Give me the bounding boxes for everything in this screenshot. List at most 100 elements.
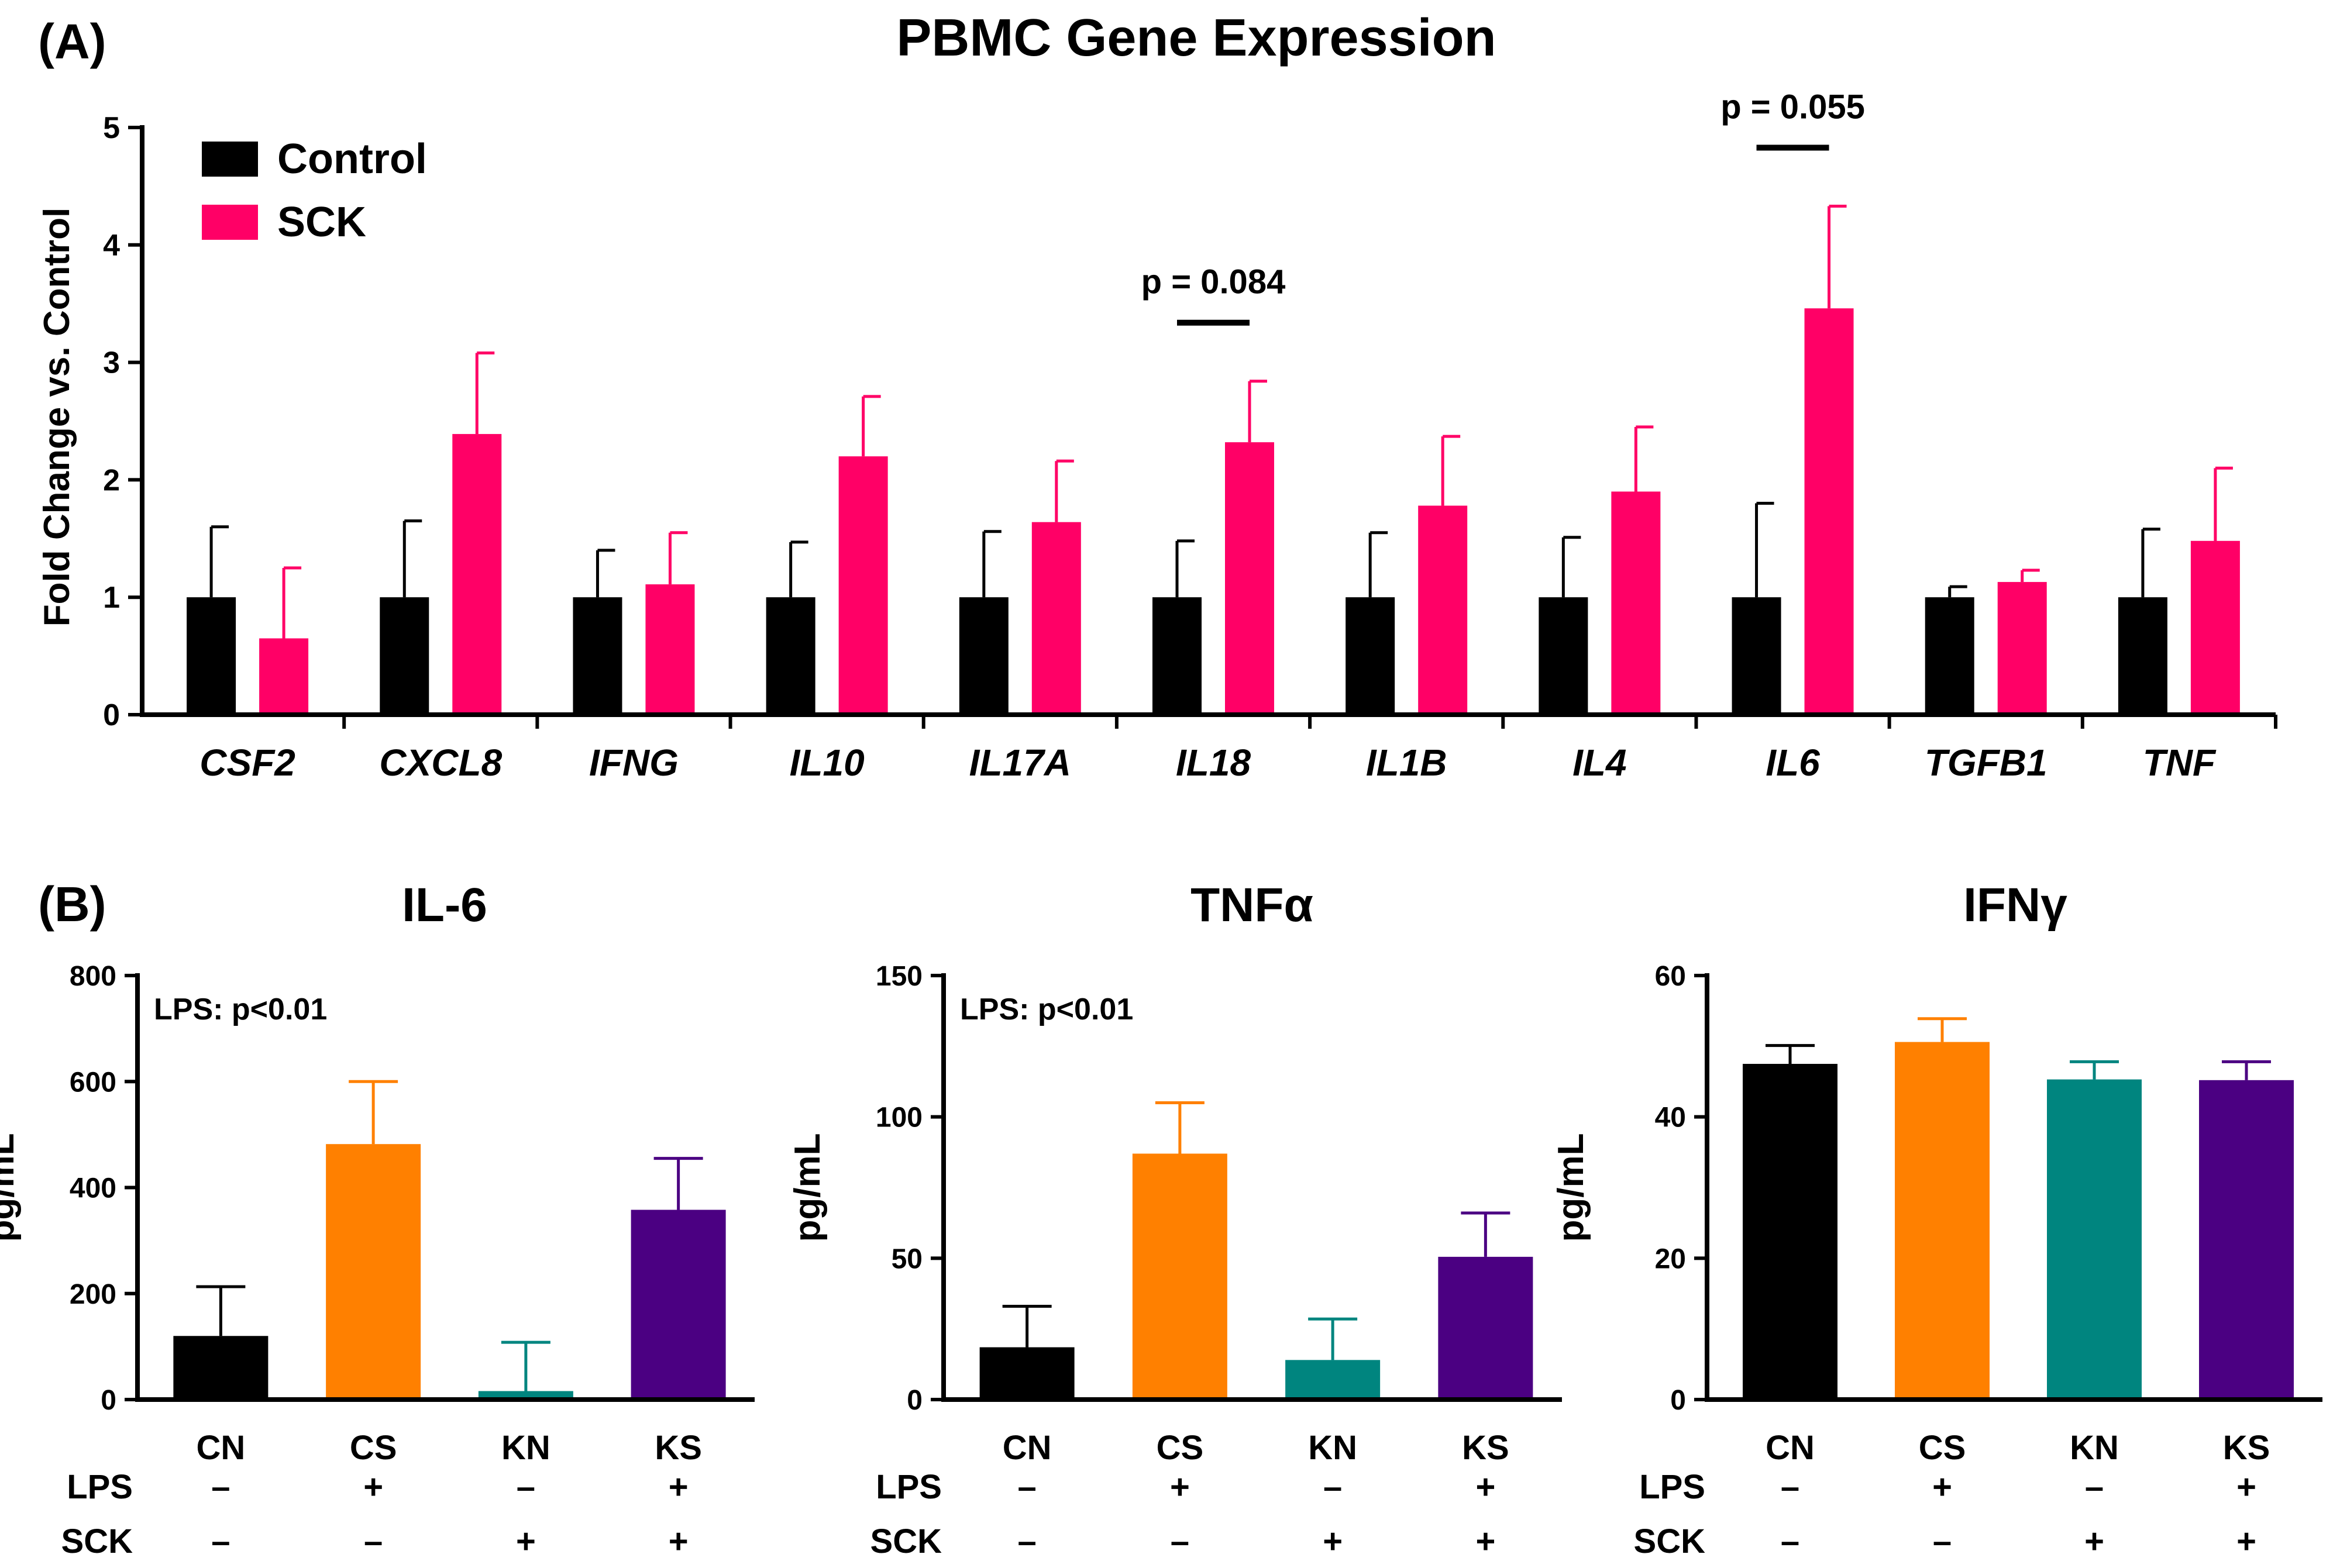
gene-label-il6: IL6	[1766, 742, 1820, 784]
legend-label-sck: SCK	[277, 199, 366, 246]
legend-label-control: Control	[277, 136, 427, 182]
sck-sign-cs: –	[1171, 1522, 1189, 1560]
bar-kn	[2047, 1079, 2142, 1400]
bar-ks	[631, 1209, 726, 1400]
sck-sign-ks: +	[669, 1522, 689, 1560]
bar-control-il10	[766, 597, 815, 715]
row-label-sck: SCK	[61, 1522, 133, 1560]
row-label-sck: SCK	[870, 1522, 942, 1560]
bar-ks	[2199, 1080, 2294, 1400]
category-label-cs: CS	[1157, 1429, 1204, 1467]
gene-label-il10: IL10	[790, 742, 865, 784]
sck-sign-ks: +	[1475, 1522, 1495, 1560]
lps-sign-cn: –	[1017, 1468, 1036, 1506]
row-label-sck: SCK	[1634, 1522, 1706, 1560]
y-tick-label: 100	[876, 1102, 923, 1133]
category-label-ks: KS	[655, 1429, 702, 1467]
lps-sign-kn: –	[2085, 1468, 2104, 1506]
gene-label-il18: IL18	[1176, 742, 1251, 784]
y-tick-label: 60	[1655, 961, 1686, 992]
bar-cn	[1743, 1064, 1837, 1400]
lps-sign-kn: –	[517, 1468, 535, 1506]
gene-label-ifng: IFNG	[589, 742, 679, 784]
gene-label-il4: IL4	[1572, 742, 1626, 784]
sck-sign-kn: +	[1323, 1522, 1343, 1560]
chart-a-y-label: Fold Change vs. Control	[37, 208, 77, 626]
bar-sck-ifng	[645, 584, 695, 715]
sck-sign-kn: +	[516, 1522, 536, 1560]
category-label-cs: CS	[350, 1429, 397, 1467]
bar-cs	[1132, 1153, 1227, 1400]
gene-label-tgfb1: TGFB1	[1925, 742, 2047, 784]
lps-sign-cn: –	[1781, 1468, 1799, 1506]
y-tick-label: 600	[70, 1067, 116, 1098]
tnf--y-label: pg/mL	[787, 1133, 828, 1242]
gene-expression-chart: PBMC Gene Expression Fold Change vs. Con…	[37, 9, 2277, 784]
category-label-ks: KS	[1462, 1429, 1509, 1467]
lps-sign-ks: +	[2236, 1468, 2256, 1506]
category-label-cn: CN	[1003, 1429, 1052, 1467]
bar-control-il18	[1152, 597, 1202, 715]
bar-control-tgfb1	[1925, 597, 1974, 715]
y-tick-label: 40	[1655, 1102, 1686, 1133]
chart-a-y-tick-label: 2	[103, 463, 120, 497]
sck-sign-cs: –	[1933, 1522, 1952, 1560]
il-6-y-label: pg/mL	[0, 1133, 22, 1242]
sck-sign-cs: –	[364, 1522, 383, 1560]
bar-kn	[1285, 1360, 1381, 1400]
significance-note: LPS: p<0.01	[154, 993, 327, 1026]
chart-a-y-tick-label: 1	[103, 581, 120, 615]
gene-label-il1b: IL1B	[1366, 742, 1447, 784]
bar-sck-il10	[838, 456, 888, 715]
category-label-cs: CS	[1919, 1429, 1966, 1467]
sck-sign-cn: –	[211, 1522, 230, 1560]
bar-sck-cxcl8	[452, 434, 502, 715]
y-tick-label: 20	[1655, 1243, 1686, 1274]
lps-sign-cs: +	[1932, 1468, 1952, 1506]
bar-sck-tgfb1	[1997, 582, 2047, 715]
y-tick-label: 0	[907, 1385, 923, 1416]
chart-a-y-tick-label: 0	[103, 698, 120, 732]
panel-label-a: (A)	[38, 14, 106, 69]
ifn--title: IFNγ	[1963, 878, 2067, 932]
bar-control-il17a	[959, 597, 1009, 715]
y-tick-label: 800	[70, 961, 116, 992]
bar-sck-tnf	[2190, 540, 2240, 715]
category-label-ks: KS	[2223, 1429, 2270, 1467]
sck-sign-kn: +	[2084, 1522, 2104, 1560]
category-label-kn: KN	[1308, 1429, 1357, 1467]
row-label-lps: LPS	[1639, 1468, 1705, 1506]
bar-control-il6	[1732, 597, 1781, 715]
tnf--title: TNFα	[1190, 878, 1313, 932]
row-label-lps: LPS	[876, 1468, 942, 1506]
bar-control-tnf	[2118, 597, 2167, 715]
bar-control-cxcl8	[380, 597, 429, 715]
row-label-lps: LPS	[67, 1468, 133, 1506]
significance-note: LPS: p<0.01	[960, 993, 1133, 1026]
ifn--y-label: pg/mL	[1551, 1133, 1591, 1242]
category-label-cn: CN	[196, 1429, 245, 1467]
chart-a-title: PBMC Gene Expression	[896, 9, 1496, 67]
bar-cs	[1895, 1042, 1990, 1400]
sck-sign-cn: –	[1781, 1522, 1799, 1560]
p-value-label: p = 0.084	[1141, 263, 1286, 301]
bar-sck-il17a	[1031, 522, 1081, 715]
y-tick-label: 0	[1670, 1385, 1686, 1416]
lps-sign-ks: +	[1475, 1468, 1495, 1506]
chart-a-y-tick-label: 4	[103, 229, 120, 263]
y-tick-label: 200	[70, 1279, 116, 1310]
bar-cn	[979, 1347, 1075, 1400]
y-tick-label: 0	[101, 1385, 116, 1416]
bar-sck-il1b	[1418, 505, 1468, 715]
sck-sign-cn: –	[1017, 1522, 1036, 1560]
y-tick-label: 400	[70, 1173, 116, 1204]
bar-control-il4	[1539, 597, 1588, 715]
lps-sign-cs: +	[1170, 1468, 1190, 1506]
lps-sign-kn: –	[1323, 1468, 1342, 1506]
y-tick-label: 50	[892, 1243, 923, 1274]
gene-label-csf2: CSF2	[199, 742, 295, 784]
p-value-label: p = 0.055	[1720, 88, 1865, 126]
